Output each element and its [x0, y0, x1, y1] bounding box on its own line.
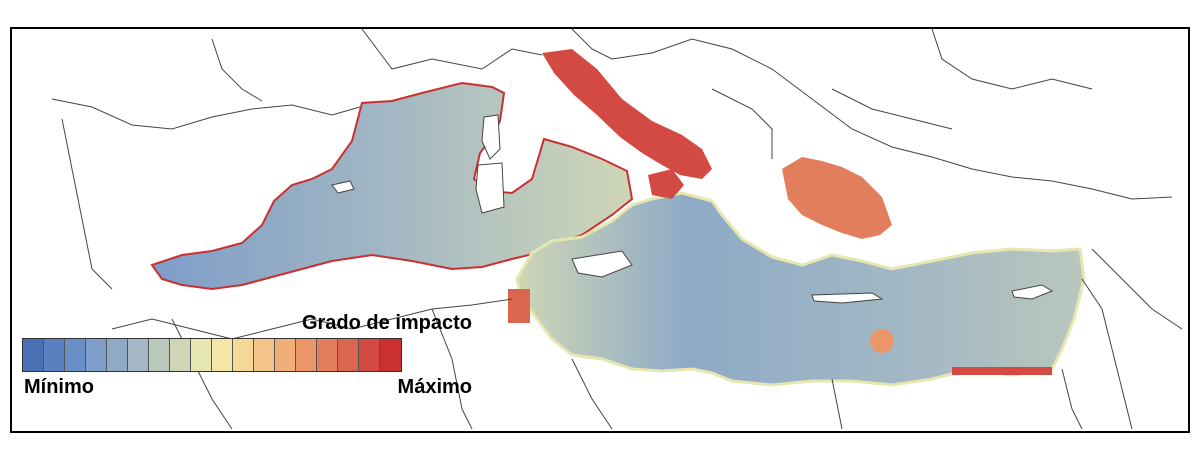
- legend-color-cell: [44, 339, 65, 371]
- legend-color-cell: [191, 339, 212, 371]
- legend-color-cell: [296, 339, 317, 371]
- legend-color-cell: [254, 339, 275, 371]
- corsica: [481, 114, 501, 160]
- cyprus: [1011, 284, 1054, 300]
- balearic: [331, 180, 355, 194]
- legend-color-cell: [317, 339, 338, 371]
- adriatic-sea: [542, 49, 712, 179]
- country-borders: [51, 29, 1183, 430]
- legend-color-cell: [233, 339, 254, 371]
- legend-color-cell: [86, 339, 107, 371]
- legend-color-cell: [23, 339, 44, 371]
- coast-hotspot-egypt: [952, 367, 1052, 375]
- legend-color-cell: [107, 339, 128, 371]
- legend-color-cell: [65, 339, 86, 371]
- legend-color-cell: [170, 339, 191, 371]
- sardinia: [475, 162, 505, 214]
- taranto-hotspot: [648, 169, 684, 199]
- legend-color-cell: [212, 339, 233, 371]
- legend-color-cell: [380, 339, 401, 371]
- eastern-basin: [515, 191, 1086, 387]
- crete: [811, 292, 884, 304]
- legend-max-label: Máximo: [397, 376, 472, 398]
- legend-color-cell: [338, 339, 359, 371]
- levant-hotspot: [870, 329, 894, 353]
- legend-title: Grado de impacto: [301, 312, 472, 334]
- impact-legend: Grado de impacto Mínimo Máximo: [22, 312, 472, 402]
- legend-color-cell: [359, 339, 380, 371]
- legend-color-cell: [275, 339, 296, 371]
- sicily: [571, 250, 633, 278]
- legend-min-label: Mínimo: [24, 376, 94, 398]
- coast-hotspot-tunisia: [508, 289, 530, 323]
- mediterranean-impact-map: [51, 29, 1183, 430]
- aegean-sea: [782, 157, 892, 239]
- western-basin: [150, 81, 634, 291]
- legend-color-cell: [128, 339, 149, 371]
- legend-color-scale: [22, 338, 402, 372]
- legend-color-cell: [149, 339, 170, 371]
